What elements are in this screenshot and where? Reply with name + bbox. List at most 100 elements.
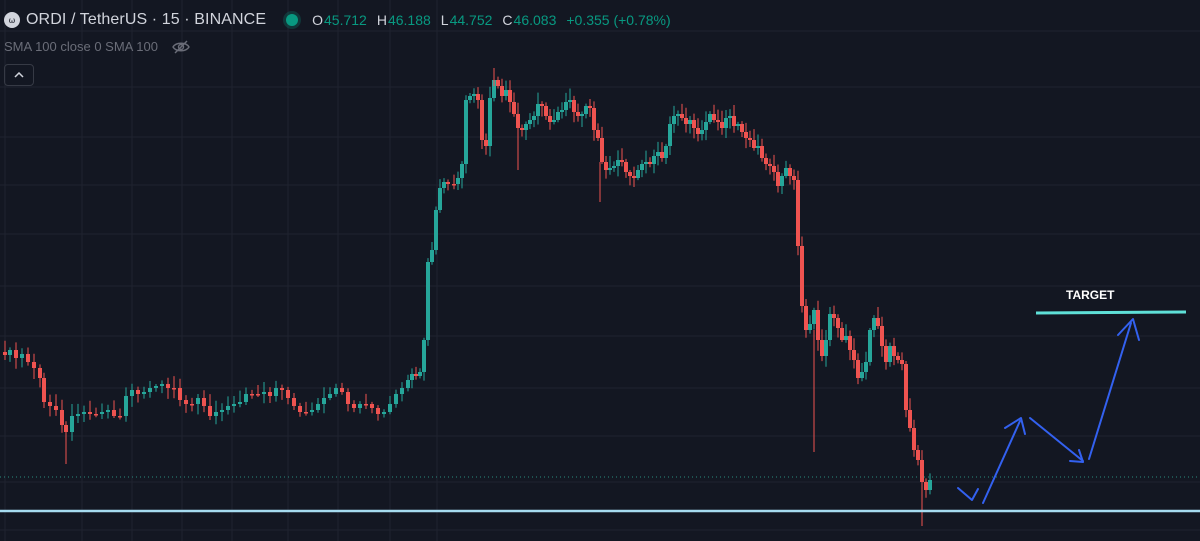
symbol-logo-icon: ω <box>4 12 20 28</box>
candle <box>124 387 128 422</box>
candle <box>552 109 556 125</box>
candle <box>928 473 932 495</box>
candle <box>238 390 242 408</box>
candle <box>888 342 892 367</box>
candle <box>430 242 434 265</box>
candle <box>232 396 236 413</box>
candle <box>692 113 696 139</box>
candle <box>664 143 668 164</box>
candle <box>732 104 736 133</box>
candle <box>400 382 404 402</box>
candle <box>700 120 704 141</box>
candle <box>840 322 844 343</box>
candle <box>94 407 98 418</box>
indicator-legend[interactable]: SMA 100 close 0 SMA 100 <box>4 39 190 54</box>
candle <box>608 156 612 175</box>
candle <box>166 377 170 399</box>
candle <box>688 116 692 134</box>
candle <box>304 401 308 416</box>
candle <box>452 174 456 190</box>
candle <box>624 158 628 178</box>
candle <box>876 306 880 329</box>
candle <box>178 378 182 407</box>
candle <box>464 95 468 174</box>
candle <box>780 173 784 195</box>
candle <box>26 347 30 366</box>
chevron-up-icon <box>14 72 24 78</box>
ohlc-values: O45.712 H46.188 L44.752 C46.083 +0.355 (… <box>312 12 671 28</box>
candle <box>540 101 544 117</box>
candle <box>472 88 476 103</box>
candle <box>784 160 788 179</box>
candle <box>106 404 110 419</box>
candles <box>3 68 932 526</box>
candle <box>418 368 422 379</box>
candle <box>42 372 46 408</box>
target-level-line <box>1035 310 1187 315</box>
candle <box>334 383 338 397</box>
candle <box>776 164 780 193</box>
market-status-dot[interactable] <box>286 14 299 26</box>
candle <box>496 76 500 89</box>
candle <box>100 403 104 419</box>
candle <box>54 394 58 416</box>
candle <box>280 384 284 400</box>
ohlc-low: L44.752 <box>440 12 493 28</box>
candle <box>740 121 744 137</box>
candle <box>442 178 446 194</box>
candle <box>924 478 928 498</box>
candle <box>468 93 472 104</box>
candle <box>792 169 796 190</box>
projection-arrow <box>957 318 1140 504</box>
collapse-legend-button[interactable] <box>4 64 34 86</box>
candle <box>480 94 484 150</box>
candle <box>3 340 7 360</box>
candle <box>14 342 18 369</box>
candle <box>352 400 356 413</box>
candle <box>130 383 134 407</box>
candle <box>752 129 756 151</box>
candle <box>70 404 74 441</box>
chart-header: ω ORDI / TetherUS · 15 · BINANCE O45.712… <box>4 9 671 31</box>
candle <box>524 121 528 141</box>
candle <box>476 87 480 109</box>
candle <box>872 315 876 338</box>
candle <box>536 92 540 125</box>
candle <box>864 351 868 380</box>
candle <box>828 307 832 347</box>
candle <box>556 106 560 123</box>
candle <box>640 159 644 178</box>
symbol-title[interactable]: ORDI / TetherUS · 15 · BINANCE <box>26 11 267 28</box>
candle <box>720 110 724 135</box>
candle <box>668 116 672 155</box>
eye-hidden-icon[interactable] <box>172 40 190 54</box>
candle <box>836 314 840 338</box>
candle <box>520 124 524 137</box>
candle <box>880 316 884 357</box>
candle <box>316 397 320 413</box>
candle <box>484 133 488 155</box>
candle <box>376 405 380 421</box>
arrow-head-3 <box>1069 449 1084 463</box>
candle <box>844 324 848 343</box>
candle <box>644 150 648 174</box>
candle <box>426 258 430 346</box>
candle <box>712 104 716 123</box>
candle <box>438 179 442 213</box>
candle <box>136 386 140 403</box>
candle <box>214 400 218 425</box>
candle <box>340 382 344 395</box>
candle <box>446 179 450 191</box>
candle <box>900 352 904 371</box>
candle <box>592 101 596 141</box>
candle <box>544 102 548 120</box>
candle <box>256 385 260 398</box>
candle <box>764 153 768 171</box>
candle <box>382 409 386 418</box>
candle <box>892 337 896 366</box>
candle <box>716 109 720 131</box>
candle <box>364 393 368 409</box>
candle <box>648 157 652 168</box>
